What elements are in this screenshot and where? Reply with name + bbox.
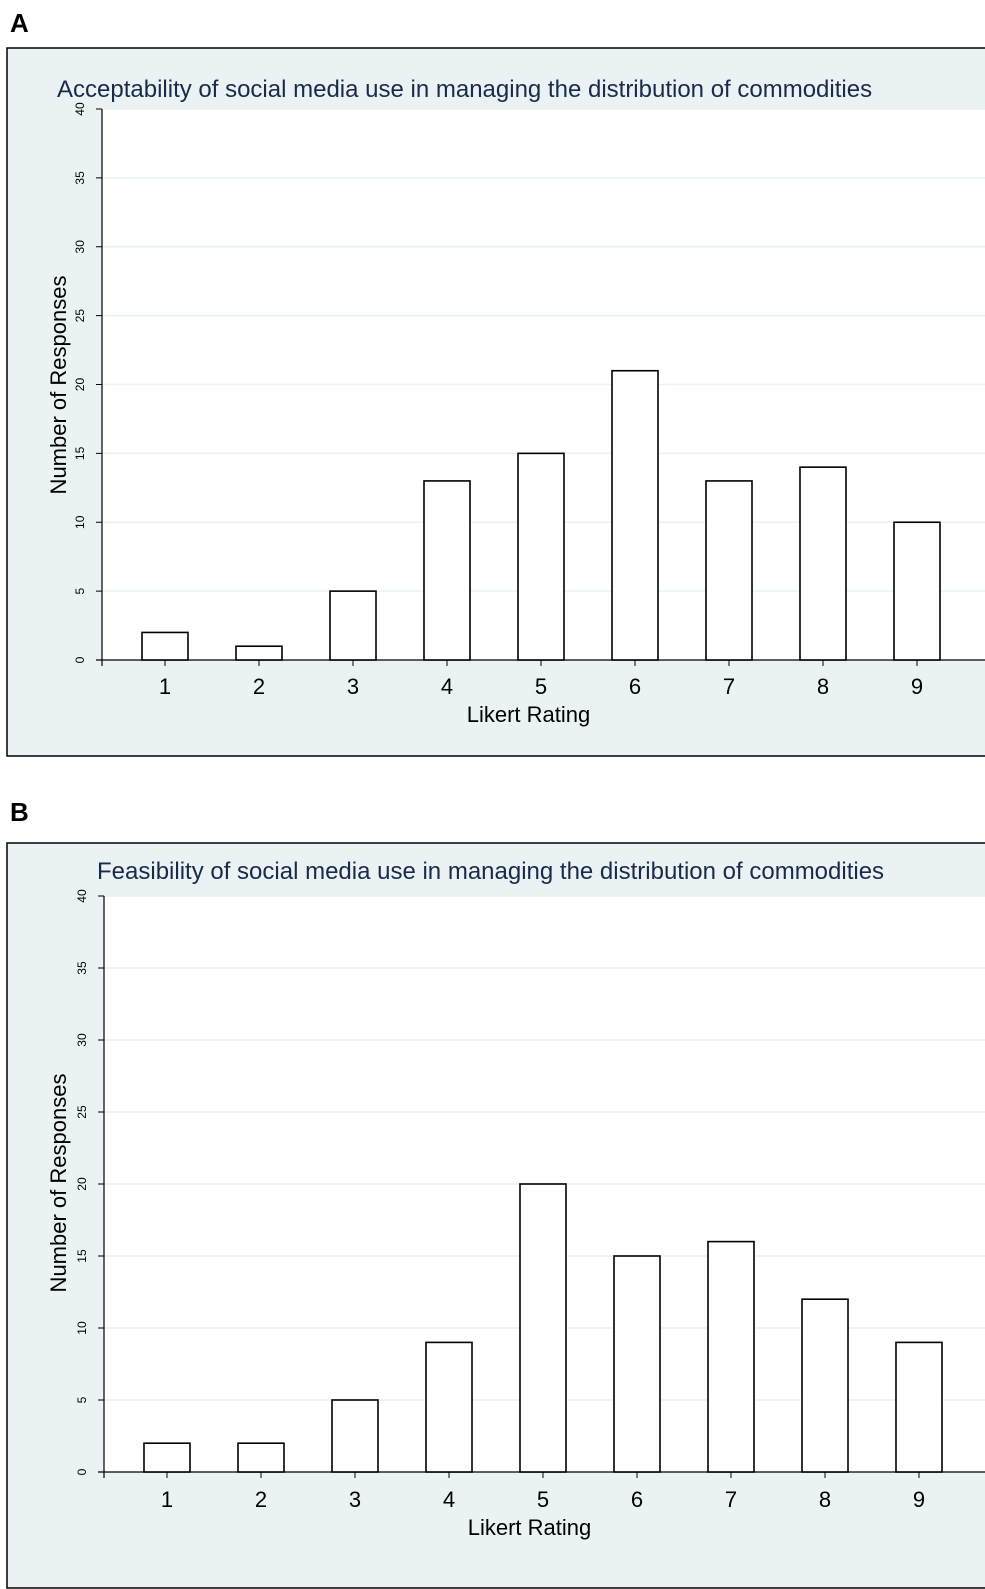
x-tick-label: 9 bbox=[911, 674, 923, 699]
x-tick-label: 7 bbox=[723, 674, 735, 699]
chart-a: Acceptability of social media use in man… bbox=[6, 47, 985, 757]
bar bbox=[613, 1255, 661, 1473]
y-tick-label: 10 bbox=[75, 1321, 89, 1335]
y-tick-label: 5 bbox=[75, 1396, 89, 1403]
chart-title: Feasibility of social media use in manag… bbox=[97, 858, 884, 885]
y-tick-label: 25 bbox=[75, 1105, 89, 1119]
y-tick-label: 20 bbox=[73, 378, 87, 392]
bar bbox=[611, 369, 659, 661]
y-tick-label: 25 bbox=[73, 309, 87, 323]
chart-b: Feasibility of social media use in manag… bbox=[6, 842, 985, 1589]
y-tick-label: 35 bbox=[75, 961, 89, 975]
panel-label-b: B bbox=[10, 797, 29, 827]
y-tick-label: 20 bbox=[75, 1177, 89, 1191]
x-tick-label: 1 bbox=[161, 1487, 173, 1512]
chart-title: Acceptability of social media use in man… bbox=[57, 76, 872, 103]
y-tick-label: 40 bbox=[73, 102, 87, 116]
bar bbox=[519, 1183, 567, 1473]
bar bbox=[425, 1341, 473, 1473]
y-tick-label: 5 bbox=[73, 587, 87, 594]
x-axis-label: Likert Rating bbox=[468, 1515, 592, 1540]
y-tick-label: 35 bbox=[73, 171, 87, 185]
x-tick-label: 6 bbox=[629, 674, 641, 699]
x-tick-label: 2 bbox=[253, 674, 265, 699]
bar bbox=[423, 480, 471, 661]
x-tick-label: 6 bbox=[631, 1487, 643, 1512]
x-tick-label: 3 bbox=[349, 1487, 361, 1512]
y-tick-label: 0 bbox=[75, 1468, 89, 1475]
x-axis-label: Likert Rating bbox=[467, 702, 591, 727]
y-tick-label: 0 bbox=[73, 656, 87, 663]
x-tick-label: 8 bbox=[817, 674, 829, 699]
x-tick-label: 5 bbox=[537, 1487, 549, 1512]
panel-label-a: A bbox=[10, 8, 29, 38]
bar bbox=[517, 452, 565, 661]
y-tick-label: 40 bbox=[75, 889, 89, 903]
x-tick-label: 1 bbox=[159, 674, 171, 699]
bar bbox=[705, 480, 753, 661]
bar bbox=[799, 466, 847, 661]
x-tick-label: 7 bbox=[725, 1487, 737, 1512]
bar bbox=[895, 1341, 943, 1473]
bar bbox=[801, 1298, 849, 1473]
x-tick-label: 9 bbox=[913, 1487, 925, 1512]
bar bbox=[329, 590, 377, 661]
bar bbox=[143, 1442, 191, 1473]
x-tick-label: 4 bbox=[443, 1487, 455, 1512]
y-tick-label: 15 bbox=[73, 446, 87, 460]
x-tick-label: 8 bbox=[819, 1487, 831, 1512]
bar bbox=[331, 1399, 379, 1473]
y-axis-label: Number of Responses bbox=[46, 276, 71, 495]
x-tick-label: 2 bbox=[255, 1487, 267, 1512]
x-tick-label: 3 bbox=[347, 674, 359, 699]
x-tick-label: 4 bbox=[441, 674, 453, 699]
bar bbox=[235, 645, 283, 661]
bar bbox=[141, 631, 189, 661]
y-tick-label: 30 bbox=[73, 240, 87, 254]
y-tick-label: 15 bbox=[75, 1249, 89, 1263]
bar bbox=[707, 1240, 755, 1473]
bar bbox=[893, 521, 941, 661]
y-tick-label: 10 bbox=[73, 515, 87, 529]
x-tick-label: 5 bbox=[535, 674, 547, 699]
y-axis-label: Number of Responses bbox=[46, 1074, 71, 1293]
bar bbox=[237, 1442, 285, 1473]
y-tick-label: 30 bbox=[75, 1033, 89, 1047]
